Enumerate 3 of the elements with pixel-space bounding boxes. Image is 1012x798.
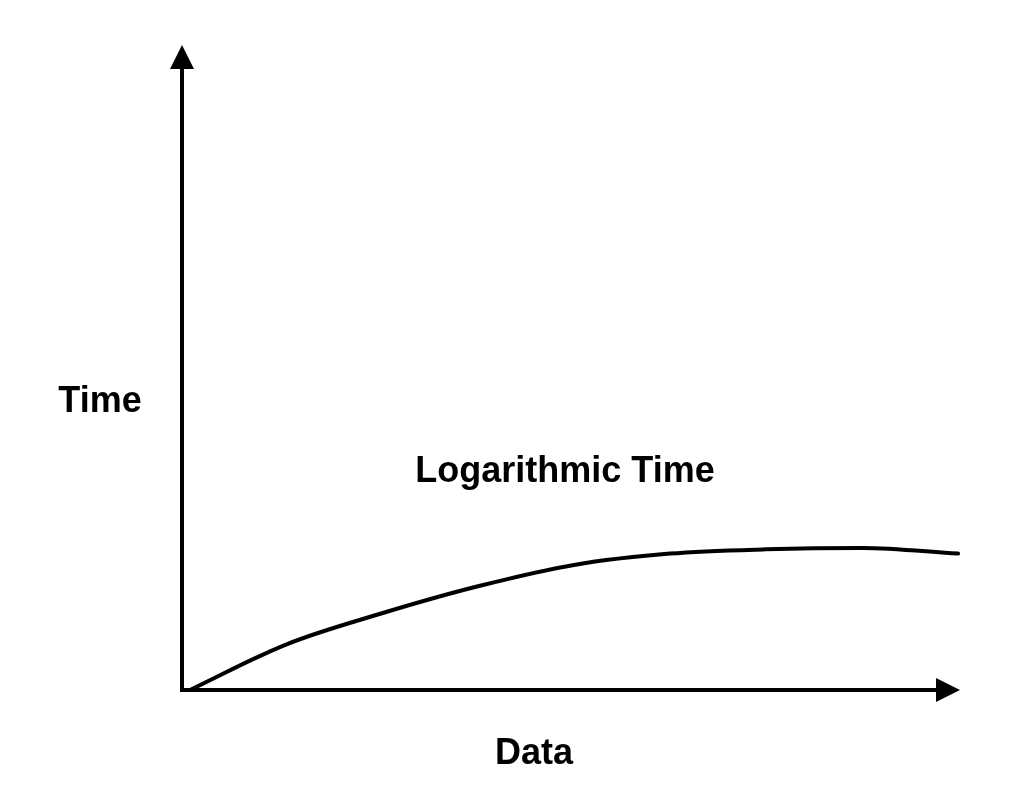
x-axis-title: Data — [494, 730, 574, 772]
text: Logarithmic Time — [415, 448, 715, 490]
y-axis-title: Time — [58, 378, 142, 420]
